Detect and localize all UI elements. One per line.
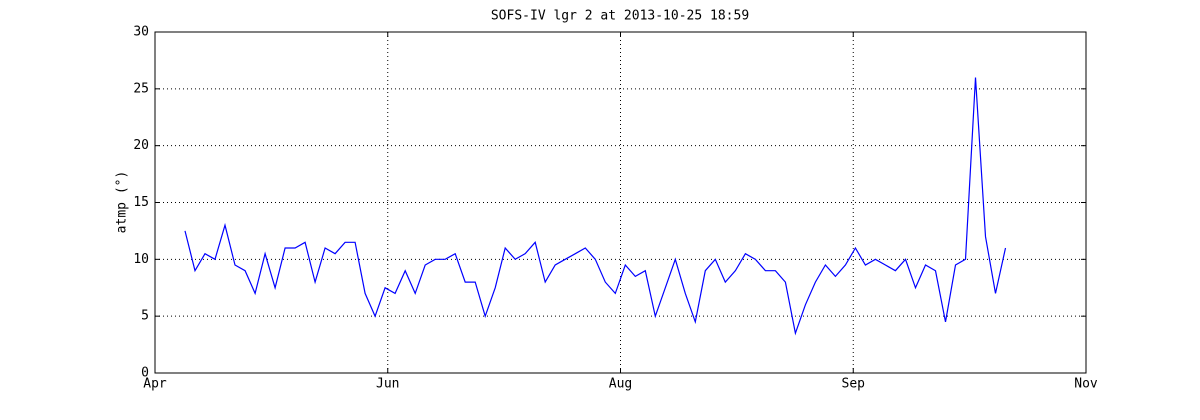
x-tick-label: Sep	[842, 377, 866, 392]
plot-frame	[154, 31, 1087, 374]
x-tick-label: Nov	[1074, 377, 1098, 392]
y-tick-label: 0	[141, 366, 149, 381]
y-tick-label: 20	[133, 138, 149, 153]
y-tick-label: 15	[133, 195, 149, 210]
data-line	[184, 77, 1007, 336]
y-tick-label: 5	[141, 309, 149, 324]
x-tick-label: Jun	[376, 377, 399, 392]
y-tick-label: 10	[133, 252, 149, 267]
x-tick-label: Apr	[143, 377, 167, 392]
chart-title: SOFS-IV lgr 2 at 2013-10-25 18:59	[491, 9, 749, 24]
y-tick-label: 30	[133, 25, 149, 40]
x-tick-label: Aug	[609, 377, 632, 392]
y-tick-label: 25	[133, 81, 149, 96]
y-axis-label: atmp (°)	[115, 171, 130, 234]
